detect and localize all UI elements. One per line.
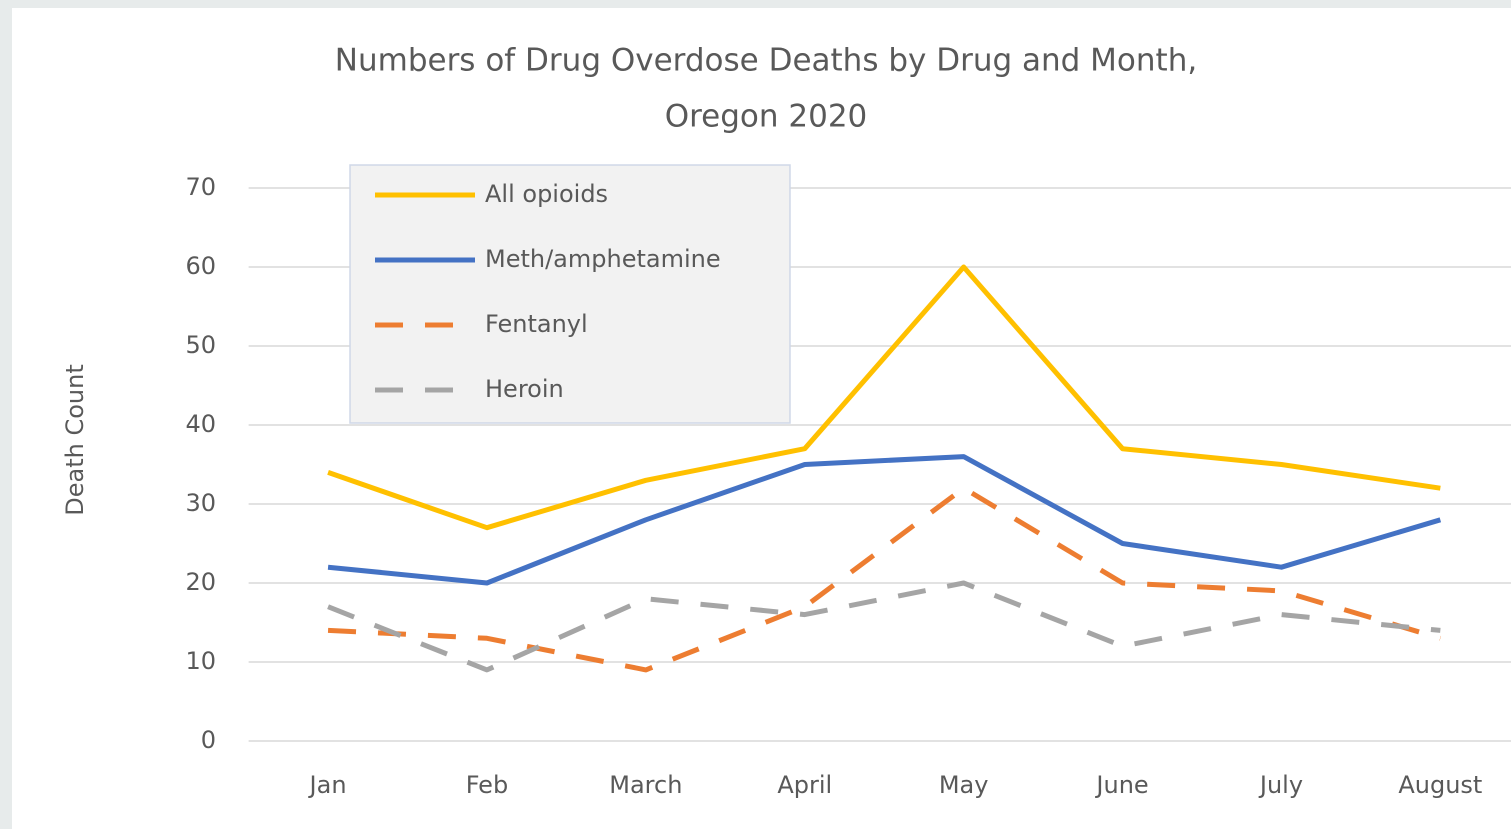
y-tick-label: 50 xyxy=(185,331,216,359)
x-tick-label: April xyxy=(777,771,832,799)
x-tick-label: August xyxy=(1398,771,1482,799)
legend-label: Fentanyl xyxy=(485,310,588,338)
x-tick-label: June xyxy=(1094,771,1148,799)
y-tick-label: 20 xyxy=(185,568,216,596)
y-tick-label: 0 xyxy=(201,726,216,754)
legend-label: Heroin xyxy=(485,375,564,403)
x-tick-label: May xyxy=(939,771,989,799)
y-tick-label: 30 xyxy=(185,489,216,517)
series-line xyxy=(327,454,1442,586)
legend-box xyxy=(349,164,791,424)
x-tick-label: March xyxy=(609,771,682,799)
legend-label: Meth/amphetamine xyxy=(485,245,721,273)
chart-title: Numbers of Drug Overdose Deaths by Drug … xyxy=(335,43,1197,79)
x-tick-label: Jan xyxy=(308,771,347,799)
legend-label: All opioids xyxy=(485,180,608,208)
y-tick-label: 40 xyxy=(185,410,216,438)
series-line xyxy=(327,264,1441,531)
y-tick-label: 70 xyxy=(185,173,216,201)
series-line xyxy=(327,580,1441,673)
y-tick-label: 10 xyxy=(185,647,216,675)
x-tick-label: Feb xyxy=(466,771,509,799)
y-tick-label: 60 xyxy=(185,252,216,280)
chart-title: Oregon 2020 xyxy=(665,99,868,135)
y-axis-title: Death Count xyxy=(61,364,89,515)
series-line xyxy=(327,485,1442,673)
x-tick-label: July xyxy=(1258,771,1303,799)
